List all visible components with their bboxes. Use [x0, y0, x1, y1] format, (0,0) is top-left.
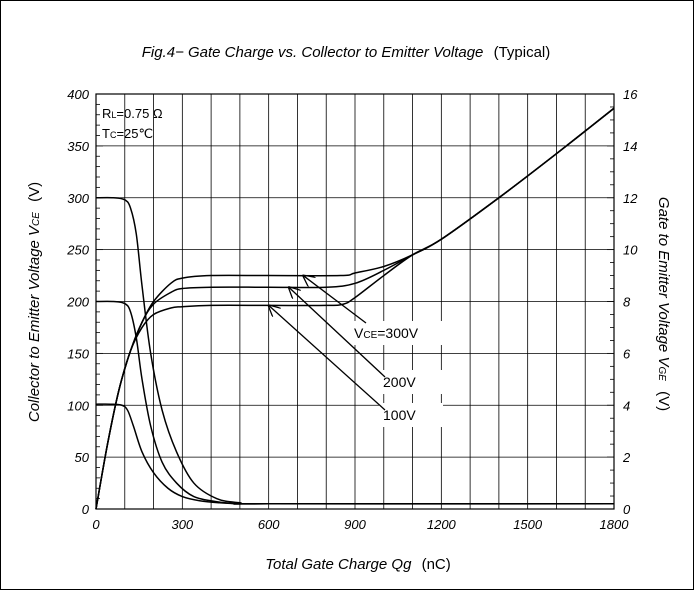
condition-tc: TC=25℃ — [102, 126, 153, 141]
chart-title-group: Fig.4− Gate Charge vs. Collector to Emit… — [142, 44, 551, 61]
x-axis-label: Total Gate Charge Qg (nC) — [265, 556, 451, 573]
y-left-tick-label: 100 — [67, 398, 89, 413]
chart-title: Fig.4− Gate Charge vs. Collector to Emit… — [142, 44, 484, 61]
annotation-100v-bg — [379, 403, 443, 427]
y-right-tick-label: 6 — [623, 346, 631, 361]
y-left-tick-label: 300 — [67, 191, 89, 206]
x-tick-label: 600 — [258, 517, 280, 532]
plot-area — [95, 93, 615, 510]
annotation-100v: 100V — [383, 407, 416, 423]
y-left-tick-label: 0 — [82, 502, 90, 517]
x-tick-label: 1800 — [600, 517, 630, 532]
annotation-300v-arrow — [303, 276, 367, 324]
y-left-tick-label: 400 — [67, 87, 89, 102]
annotation-200v-bg — [379, 370, 443, 394]
y-right-tick-label: 4 — [623, 398, 630, 413]
annotation-200v-arrow — [289, 287, 386, 378]
y-right-tick-label: 16 — [623, 87, 638, 102]
x-tick-label: 300 — [171, 517, 193, 532]
annotation-200v: 200V — [383, 374, 416, 390]
y-left-tick-label: 50 — [75, 450, 90, 465]
ticks: 0 300 600 900 1200 1500 1800050100150200250300… — [66, 87, 638, 532]
x-axis-label-main: Total Gate Charge Qg — [265, 556, 412, 573]
y-right-tick-label: 12 — [623, 191, 638, 206]
annotation-300v-value: =300V — [377, 325, 419, 341]
y-right-axis-label: Gate to Emitter Voltage VGE (V) — [655, 197, 672, 411]
vce-curve-2 — [95, 403, 614, 505]
y-right-tick-label: 8 — [623, 295, 631, 310]
y-left-label-main: Collector to Emitter Voltage V — [26, 224, 43, 422]
condition-tc-prefix: T — [102, 126, 110, 141]
y-left-label-sub: CE — [31, 212, 42, 226]
condition-rl-prefix: R — [102, 106, 111, 121]
x-tick-label: 1200 — [427, 517, 457, 532]
y-left-label-unit: (V) — [26, 182, 43, 202]
y-left-tick-label: 350 — [67, 139, 89, 154]
y-left-axis-label: Collector to Emitter Voltage VCE (V) — [26, 182, 43, 422]
condition-tc-sub: C — [110, 130, 117, 140]
condition-rl: RL=0.75 Ω — [102, 106, 163, 121]
annotation-100v-arrow — [269, 305, 386, 411]
y-left-tick-label: 250 — [66, 243, 89, 258]
annotation-300v: VCE=300V — [354, 325, 419, 341]
annotations: VCE=300V 200V 100V — [269, 276, 455, 427]
y-left-tick-label: 200 — [66, 295, 89, 310]
x-tick-label: 900 — [344, 517, 366, 532]
annotation-300v-prefix: V — [354, 325, 364, 341]
annotation-300v-bg — [351, 321, 455, 345]
y-right-tick-label: 14 — [623, 139, 637, 154]
annotation-300v-sub: CE — [363, 330, 377, 341]
grid — [96, 94, 614, 509]
y-right-label-sub: GE — [656, 366, 667, 381]
x-tick-label: 1500 — [513, 517, 543, 532]
y-right-tick-label: 10 — [623, 243, 638, 258]
condition-rl-value: =0.75 Ω — [116, 106, 163, 121]
y-right-tick-label: 2 — [622, 450, 631, 465]
x-axis-label-unit: (nC) — [422, 556, 451, 573]
x-tick-label: 0 — [92, 517, 100, 532]
y-left-tick-label: 150 — [67, 346, 89, 361]
y-right-tick-label: 0 — [623, 502, 631, 517]
condition-tc-value: =25℃ — [116, 126, 153, 141]
y-right-label-unit: (V) — [655, 391, 672, 411]
chart-title-suffix: (Typical) — [494, 44, 551, 61]
condition-rl-sub: L — [111, 110, 116, 120]
y-right-label-main: Gate to Emitter Voltage V — [655, 197, 672, 369]
